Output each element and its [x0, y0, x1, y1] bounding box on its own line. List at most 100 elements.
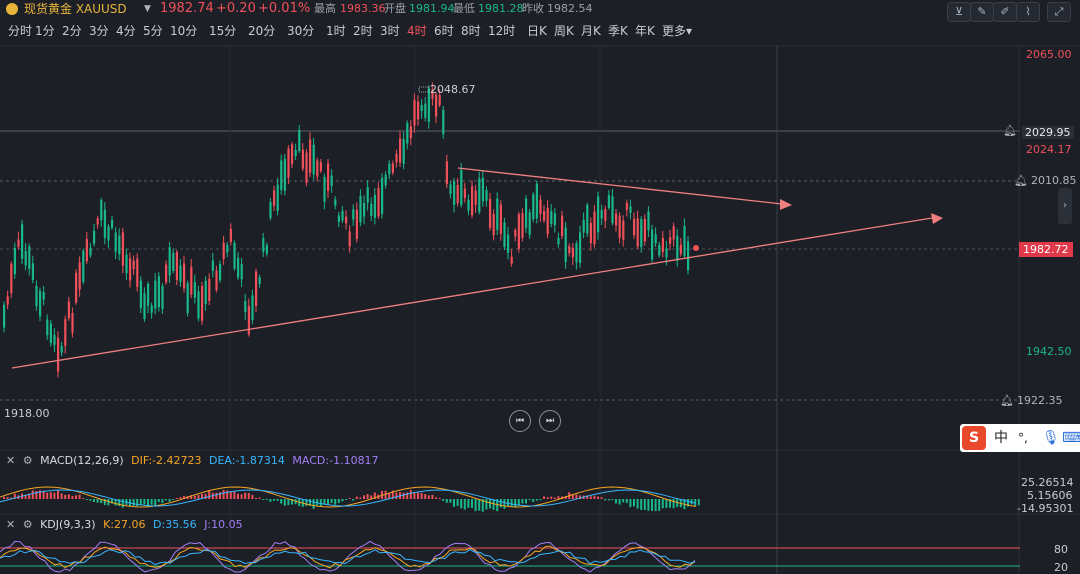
period-17[interactable]: 日K — [527, 24, 547, 38]
macd-bar — [64, 494, 67, 499]
period-0[interactable]: 分时 — [8, 24, 33, 38]
macd-bar — [442, 499, 445, 501]
period-18[interactable]: 周K — [554, 24, 574, 38]
bell-icon[interactable]: 🔔︎ — [1003, 124, 1017, 137]
microphone-icon[interactable]: 🎙︎ — [1042, 430, 1060, 446]
candle-body — [517, 214, 520, 249]
period-15[interactable]: 8时 — [461, 24, 481, 38]
period-21[interactable]: 年K — [635, 24, 655, 38]
candle-body — [215, 270, 218, 290]
next-icon[interactable]: ⏭ — [539, 410, 561, 432]
macd-bar — [550, 496, 553, 499]
macd-bar — [276, 499, 279, 501]
period-3[interactable]: 3分 — [89, 24, 109, 38]
candle-body — [157, 276, 160, 308]
macd-bar — [366, 494, 369, 499]
candle-body — [172, 252, 175, 271]
macd-bar — [327, 499, 329, 506]
candle-body — [453, 181, 456, 205]
prev-icon[interactable]: ⏮ — [509, 410, 531, 432]
period-8[interactable]: 20分 — [248, 24, 276, 38]
ime-punct[interactable]: °, — [1018, 431, 1028, 445]
candle-body — [35, 286, 38, 307]
candle-body — [629, 206, 632, 213]
axis-price-line3-value: 2010.85 — [1030, 174, 1077, 187]
period-16[interactable]: 12时 — [488, 24, 516, 38]
candle-body — [121, 232, 124, 266]
candle-body — [82, 250, 85, 282]
axis-price-line1: 2029.95 — [1022, 126, 1074, 139]
macd-bar — [348, 498, 351, 499]
instrument-name[interactable]: 现货黄金 XAUUSD — [24, 2, 127, 16]
candle-body — [85, 239, 88, 262]
period-5[interactable]: 5分 — [143, 24, 163, 38]
kdj-axis-20: 20 — [1054, 561, 1068, 574]
gold-coin-icon — [6, 3, 18, 15]
period-13[interactable]: 4时 — [407, 24, 427, 38]
settings-icon[interactable]: ⚙ — [22, 454, 33, 467]
dropdown-caret-icon[interactable]: ▼ — [144, 4, 151, 14]
candle-body — [679, 244, 682, 254]
ime-lang[interactable]: 中 — [994, 430, 1008, 446]
macd-bar — [3, 496, 5, 499]
macd-bar — [589, 496, 592, 499]
settings-icon[interactable]: ⚙ — [22, 518, 33, 531]
period-22[interactable]: 更多▾ — [662, 24, 693, 38]
high-label: 最高 — [314, 2, 336, 15]
macd-bar — [557, 496, 560, 499]
macd-bar — [208, 490, 211, 499]
fullscreen-icon[interactable]: ⤢ — [1047, 2, 1071, 22]
low-annotation: 1918.00 — [4, 407, 50, 420]
period-20[interactable]: 季K — [608, 24, 628, 38]
candle-body — [413, 99, 416, 126]
macd-bar — [643, 499, 646, 510]
brush-icon[interactable]: ⌇ — [1016, 2, 1040, 22]
candle-body — [546, 207, 549, 235]
candle-body — [474, 190, 477, 205]
period-12[interactable]: 3时 — [380, 24, 400, 38]
period-4[interactable]: 4分 — [116, 24, 136, 38]
macd-bar — [233, 491, 236, 499]
period-11[interactable]: 2时 — [353, 24, 373, 38]
period-6[interactable]: 10分 — [170, 24, 198, 38]
candle-body — [6, 296, 9, 305]
candle-body — [132, 260, 135, 270]
chevron-right-icon[interactable]: › — [1058, 188, 1072, 224]
period-19[interactable]: 月K — [581, 24, 601, 38]
period-2[interactable]: 2分 — [62, 24, 82, 38]
bell-icon[interactable]: 🔔︎ — [1000, 394, 1014, 407]
candle-body — [78, 262, 81, 290]
period-1[interactable]: 1分 — [35, 24, 55, 38]
candle-body — [49, 323, 52, 344]
macd-axis-mid: 5.15606 — [1027, 489, 1073, 502]
bell-icon[interactable]: 🔔︎ — [1014, 174, 1028, 187]
macd-bar — [629, 499, 632, 508]
candle-body — [186, 283, 189, 314]
macd-bar — [35, 490, 38, 499]
collapse-icon[interactable]: ✕ — [6, 518, 16, 531]
candle-body — [521, 213, 524, 238]
macd-bar — [485, 499, 488, 510]
period-9[interactable]: 30分 — [287, 24, 315, 38]
macd-bar — [388, 493, 391, 499]
candle-body — [17, 239, 20, 248]
candle-body — [3, 304, 6, 328]
sogou-logo-icon[interactable]: S — [962, 426, 986, 450]
macd-bar — [489, 499, 491, 509]
candle-body — [391, 163, 394, 173]
period-7[interactable]: 15分 — [209, 24, 237, 38]
period-14[interactable]: 6时 — [434, 24, 454, 38]
candle-body — [42, 292, 45, 300]
macd-bar — [435, 497, 437, 499]
period-10[interactable]: 1时 — [326, 24, 346, 38]
macd-bar — [528, 499, 531, 501]
keyboard-icon[interactable]: ⌨ — [1062, 430, 1080, 446]
macd-bar — [463, 499, 466, 510]
macd-bar — [492, 499, 495, 510]
kdj-j: J:10.05 — [204, 518, 243, 531]
candle-body — [359, 195, 362, 223]
candle-body — [427, 88, 430, 122]
macd-bar — [409, 490, 412, 499]
collapse-icon[interactable]: ✕ — [6, 454, 16, 467]
